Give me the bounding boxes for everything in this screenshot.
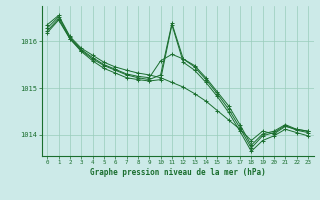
X-axis label: Graphe pression niveau de la mer (hPa): Graphe pression niveau de la mer (hPa) xyxy=(90,168,266,177)
